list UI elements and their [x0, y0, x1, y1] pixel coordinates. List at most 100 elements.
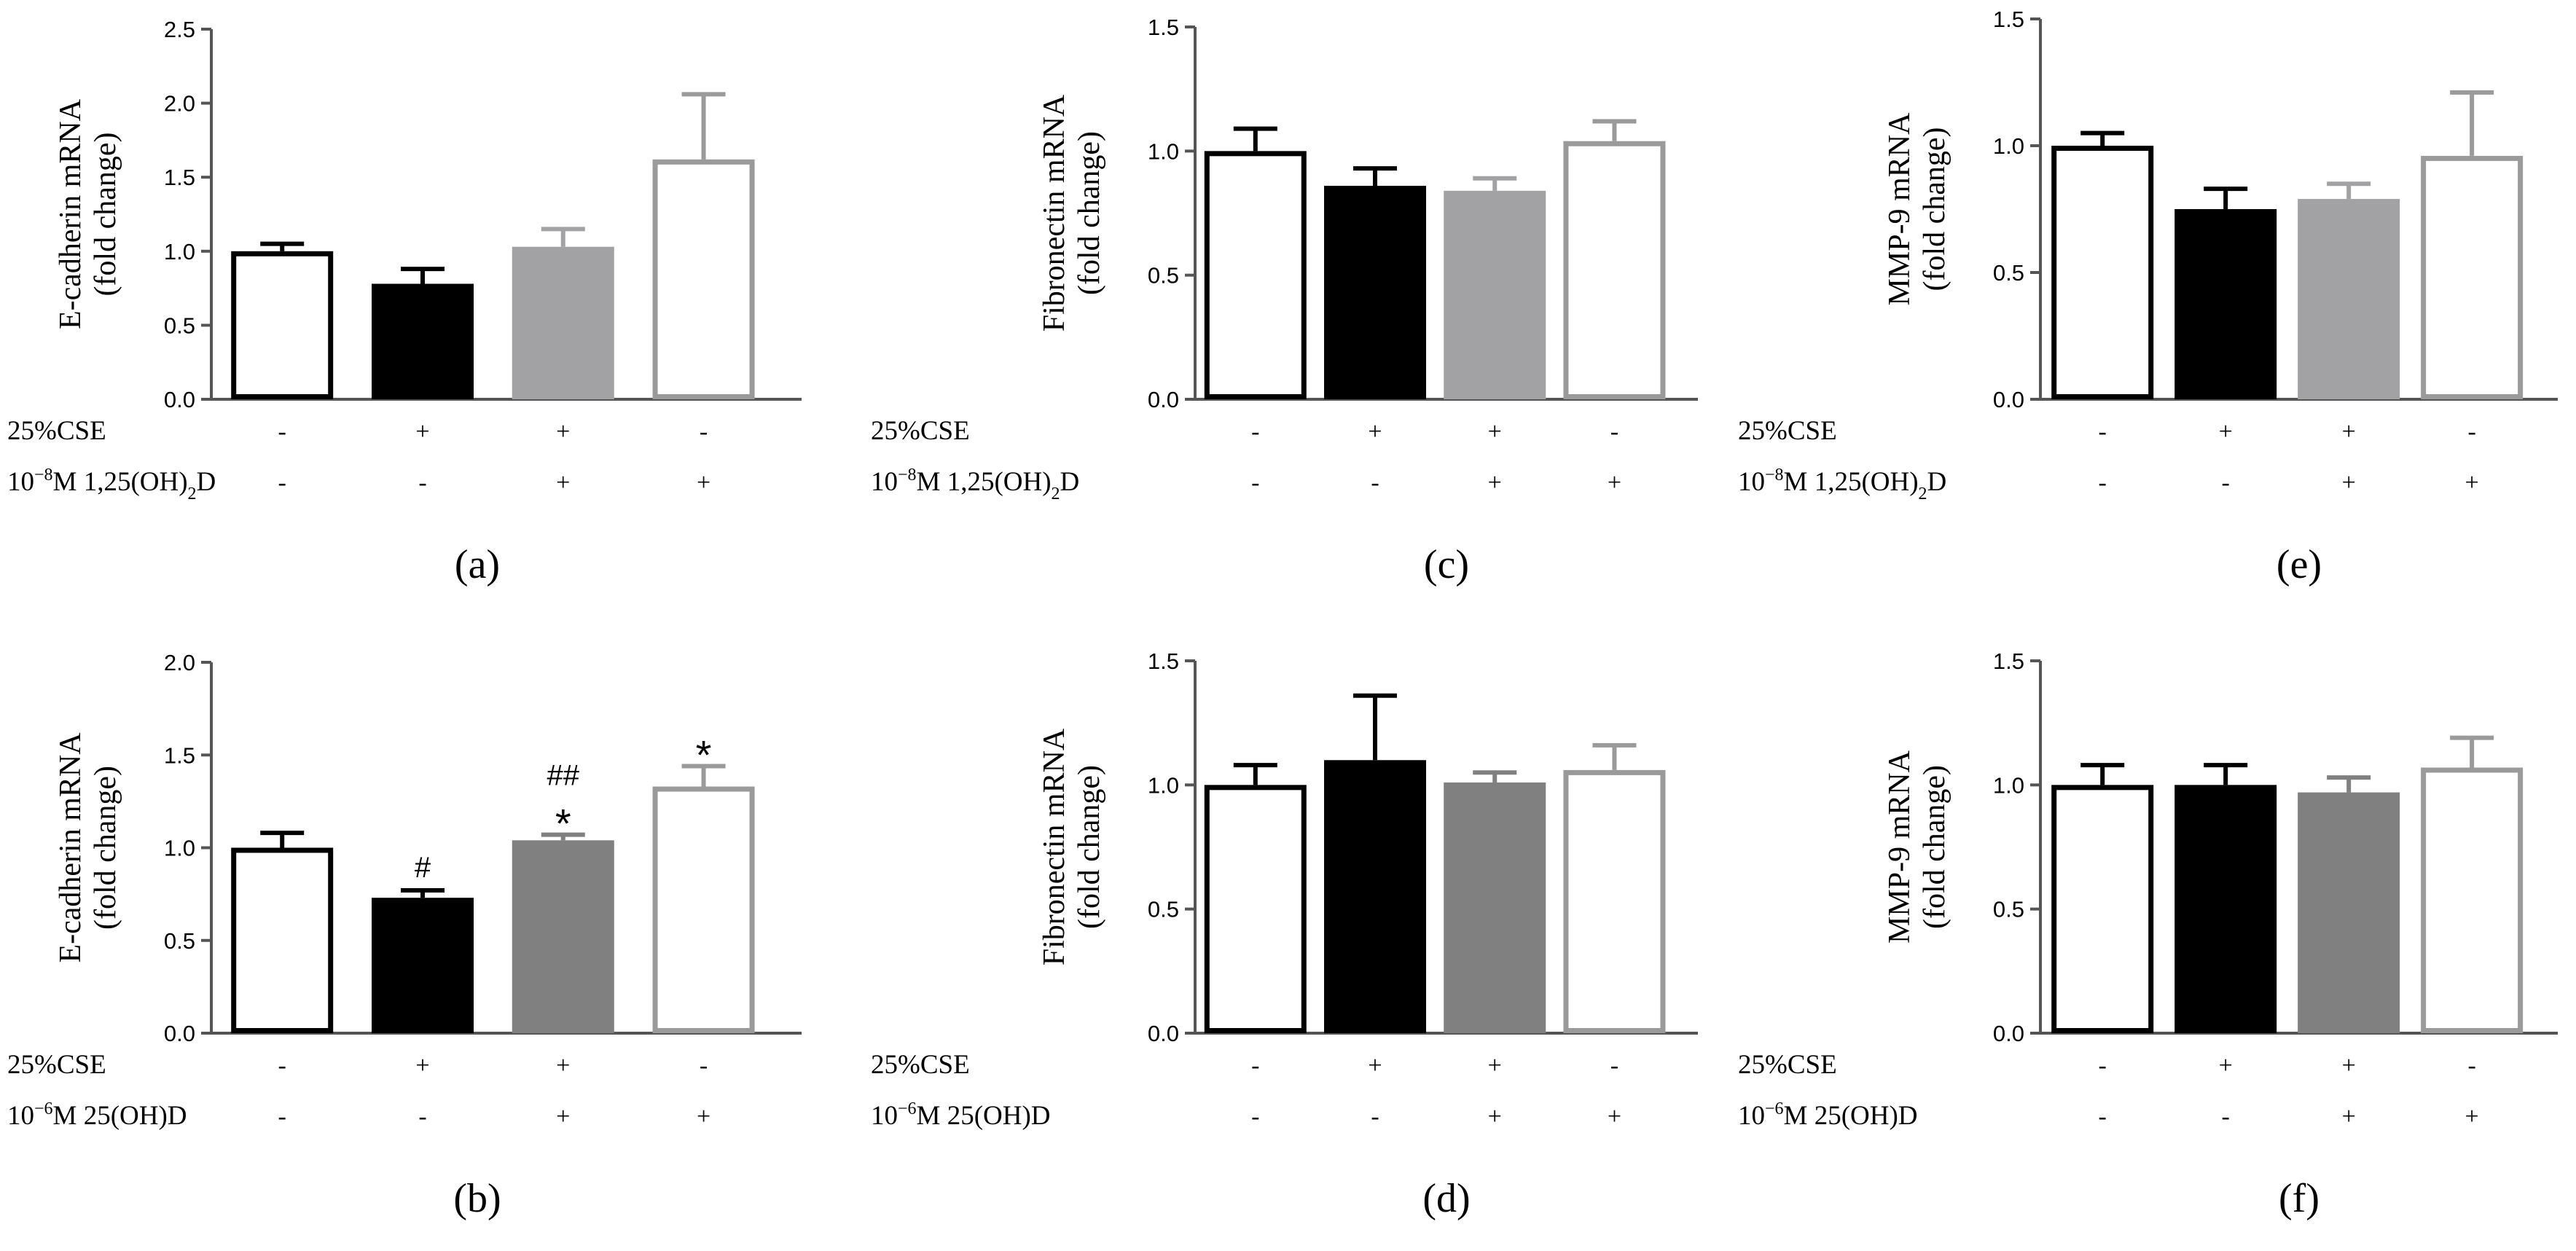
y-axis-label-units: (fold change) [1918, 765, 1951, 929]
treatment-label-part: 10 [1738, 467, 1765, 497]
y-axis-label-units: (fold change) [1918, 127, 1951, 291]
treatment-label-part: M 25(OH)D [1784, 1101, 1918, 1131]
treatment-label-part: −8 [34, 466, 53, 485]
cse-row-label: 25%CSE [7, 416, 106, 446]
treatment-sign: + [556, 469, 570, 496]
treatment-row-label: 10−8M 1,25(OH)2D [871, 466, 1079, 503]
y-tick-label: 1.0 [1148, 772, 1179, 798]
treatment-sign: - [278, 1103, 286, 1130]
panel-label: (f) [2279, 1176, 2319, 1221]
y-tick-label: 1.0 [164, 239, 195, 264]
treatment-sign: + [2342, 1103, 2356, 1130]
bar [512, 840, 614, 1033]
y-tick-label: 0.0 [164, 1021, 195, 1046]
treatment-label-part: 10 [871, 1101, 898, 1131]
cse-row-label: 25%CSE [7, 1050, 106, 1080]
treatment-label-part: −6 [34, 1099, 53, 1118]
treatment-sign: - [418, 469, 426, 496]
cse-sign: + [1368, 1052, 1382, 1079]
bar [1444, 782, 1546, 1033]
cse-sign: + [2219, 1052, 2233, 1079]
treatment-sign: + [1608, 469, 1621, 496]
bar [231, 251, 334, 399]
treatment-sign: + [697, 469, 710, 496]
significance-marker: * [696, 732, 712, 778]
treatment-sign: + [1488, 469, 1502, 496]
y-axis-label-units: (fold change) [89, 766, 122, 930]
cse-sign: + [415, 418, 429, 445]
treatment-sign: - [2099, 469, 2107, 496]
y-tick-label: 0.0 [164, 387, 195, 412]
cse-row-label: 25%CSE [1738, 1050, 1837, 1080]
bar [231, 847, 334, 1033]
cse-row-label: 25%CSE [1738, 416, 1837, 446]
treatment-row-label: 10−6M 25(OH)D [7, 1099, 187, 1131]
y-tick-label: 1.5 [1993, 7, 2024, 32]
treatment-label-part: D [1060, 467, 1080, 497]
treatment-label-part: 2 [1052, 485, 1060, 503]
treatment-sign: - [1251, 469, 1259, 496]
bar [371, 898, 474, 1033]
bar [1324, 186, 1427, 399]
cse-sign: - [1610, 418, 1618, 445]
bar [2298, 792, 2400, 1033]
treatment-sign: + [2465, 469, 2479, 496]
panel-label: (d) [1422, 1176, 1470, 1221]
treatment-sign: + [2342, 469, 2356, 496]
y-axis-label-units: (fold change) [89, 132, 122, 296]
cse-sign: + [1368, 418, 1382, 445]
treatment-label-part: −8 [1765, 466, 1784, 485]
cse-sign: - [1251, 418, 1259, 445]
bar [2421, 155, 2524, 399]
cse-sign: + [2219, 418, 2233, 445]
y-axis-label: Fibronectin mRNA [1038, 728, 1071, 965]
y-tick-label: 0.5 [164, 313, 195, 338]
y-axis-label: MMP-9 mRNA [1883, 112, 1917, 306]
y-tick-label: 1.5 [1993, 648, 2024, 674]
bar [1563, 141, 1666, 399]
y-tick-label: 1.5 [164, 742, 195, 768]
treatment-label-part: 10 [1738, 1101, 1765, 1131]
bar [1204, 151, 1307, 399]
y-tick-label: 2.5 [164, 17, 195, 42]
cse-sign: - [700, 1052, 708, 1079]
bar [2174, 785, 2277, 1033]
y-axis-label: Fibronectin mRNA [1038, 94, 1071, 332]
y-tick-label: 2.0 [164, 91, 195, 117]
treatment-label-part: −6 [898, 1099, 917, 1118]
cse-sign: - [2467, 418, 2475, 445]
cse-sign: + [2342, 1052, 2356, 1079]
y-tick-label: 0.0 [1148, 1021, 1179, 1046]
cse-sign: - [1251, 1052, 1259, 1079]
treatment-label-part: 10 [7, 1101, 34, 1131]
treatment-label-part: 2 [1919, 485, 1927, 503]
treatment-label-part: 10 [871, 467, 898, 497]
treatment-label-part: M 25(OH)D [917, 1101, 1051, 1131]
cse-sign: - [2467, 1052, 2475, 1079]
treatment-row-label: 10−8M 1,25(OH)2D [1738, 466, 1946, 503]
y-tick-label: 1.5 [164, 165, 195, 190]
treatment-sign: + [1608, 1103, 1621, 1130]
y-tick-label: 0.0 [1993, 1021, 2024, 1046]
treatment-sign: - [2222, 1103, 2230, 1130]
y-tick-label: 1.0 [1993, 133, 2024, 159]
treatment-sign: + [2465, 1103, 2479, 1130]
treatment-label-part: 10 [7, 467, 34, 497]
treatment-label-part: M 1,25(OH) [917, 467, 1052, 497]
panel-label: (c) [1424, 542, 1469, 587]
y-tick-label: 2.0 [164, 650, 195, 675]
treatment-sign: - [2099, 1103, 2107, 1130]
treatment-label-part: M 1,25(OH) [53, 467, 188, 497]
cse-sign: + [556, 418, 570, 445]
treatment-sign: + [1488, 1103, 1502, 1130]
bar [652, 159, 755, 399]
treatment-sign: - [1371, 469, 1379, 496]
treatment-row-label: 10−8M 1,25(OH)2D [7, 466, 216, 503]
treatment-sign: - [418, 1103, 426, 1130]
chart-panel-f: 0.0 0.5 1.0 1.5 MMP-9 mRNA (fold change) 25%CS… [1738, 648, 2558, 1221]
treatment-sign: + [556, 1103, 570, 1130]
bar [2298, 199, 2400, 399]
chart-panel-d: 0.0 0.5 1.0 1.5 Fibronectin mRNA (fold change… [871, 648, 1698, 1221]
bar [1444, 190, 1546, 399]
